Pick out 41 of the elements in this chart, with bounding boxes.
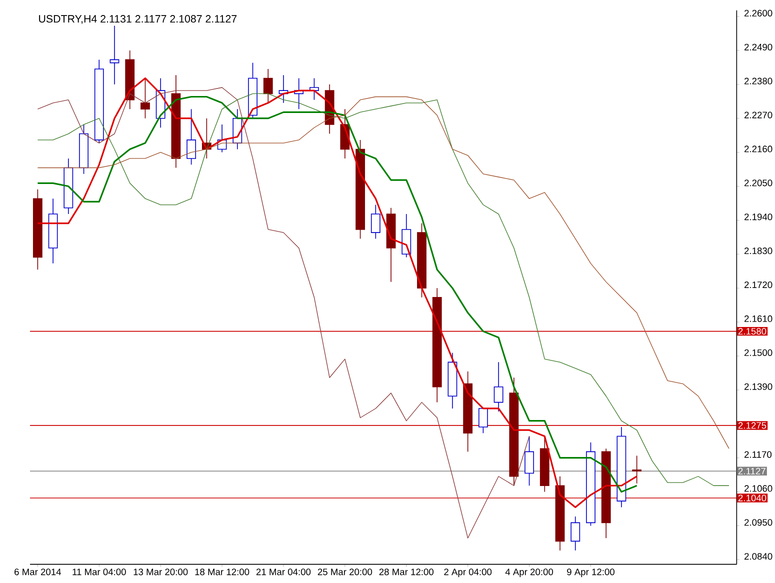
x-tick-label: 4 Apr 20:00 — [505, 568, 554, 578]
ref-line-label: 2.1580 — [738, 328, 766, 335]
y-tick-label: 2.1060 — [744, 485, 772, 492]
x-tick-label: 21 Mar 04:00 — [256, 568, 311, 576]
x-tick-label: 25 Mar 20:00 — [318, 568, 372, 576]
y-tick-label: 2.1390 — [744, 383, 772, 390]
ref-line-label: 2.1127 — [738, 468, 766, 474]
y-tick-label: 2.2490 — [744, 44, 772, 50]
candlestick — [524, 436, 534, 486]
candlestick — [478, 408, 488, 434]
y-tick-label: 2.1720 — [744, 281, 772, 288]
x-tick-label: 6 Mar 2014 — [14, 568, 61, 576]
y-tick-label: 2.1610 — [744, 315, 772, 322]
x-tick-label: 11 Mar 04:00 — [72, 568, 126, 576]
y-tick-label: 2.2160 — [744, 146, 772, 152]
chart-title: USDTRY,H4 2.1131 2.1177 2.1087 2.1127 — [39, 15, 237, 24]
y-tick-label: 2.0950 — [744, 519, 772, 526]
candlestick — [494, 362, 504, 412]
y-tick-label: 2.2270 — [744, 112, 772, 118]
candlestick — [370, 204, 380, 240]
x-tick-label: 13 Mar 20:00 — [134, 568, 188, 576]
y-tick-label: 2.1500 — [744, 349, 772, 356]
y-tick-label: 2.1170 — [744, 451, 772, 458]
y-tick-label: 2.2050 — [744, 180, 772, 186]
x-tick-label: 18 Mar 12:00 — [195, 568, 250, 576]
y-tick-label: 2.1940 — [744, 214, 772, 220]
x-tick-label: 28 Mar 12:00 — [379, 568, 434, 576]
candlestick — [310, 78, 319, 100]
ref-line-label: 2.1275 — [738, 422, 766, 429]
x-tick-label: 2 Apr 04:00 — [444, 568, 492, 578]
y-tick-label: 2.2600 — [744, 10, 772, 16]
candlestick — [263, 68, 273, 104]
ref-line-label: 2.1040 — [738, 494, 766, 502]
y-tick-label: 2.0840 — [744, 553, 772, 560]
y-tick-label: 2.1830 — [744, 248, 772, 254]
x-tick-label: 9 Apr 12:00 — [567, 568, 614, 578]
candlestick — [632, 455, 642, 484]
y-tick-label: 2.2380 — [744, 78, 772, 84]
candlestick — [140, 78, 150, 119]
candlestick — [570, 516, 580, 551]
candlestick — [186, 108, 196, 166]
